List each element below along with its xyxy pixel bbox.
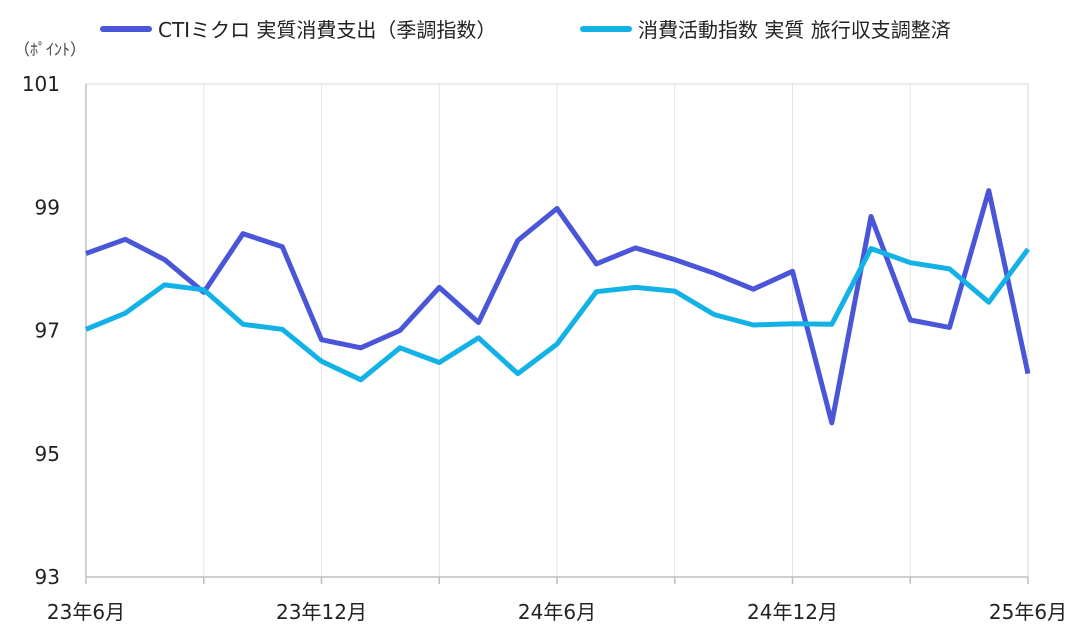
series-line-cti bbox=[85, 188, 1031, 426]
legend: CTIミクロ 実質消費支出（季調指数） 消費活動指数 実質 旅行収支調整済 bbox=[0, 14, 1090, 48]
x-tick-label: 23年6月 bbox=[47, 600, 125, 624]
y-tick-label: 95 bbox=[35, 442, 60, 466]
x-tick-label: 24年6月 bbox=[518, 600, 596, 624]
x-tick-label: 24年12月 bbox=[747, 600, 838, 624]
x-tick-label: 25年6月 bbox=[989, 600, 1067, 624]
y-tick-label: 97 bbox=[35, 319, 60, 343]
legend-label-cti: CTIミクロ 実質消費支出（季調指数） bbox=[158, 18, 497, 42]
legend-label-consumption: 消費活動指数 実質 旅行収支調整済 bbox=[638, 18, 951, 42]
x-tick-label: 23年12月 bbox=[276, 600, 367, 624]
y-axis-unit-label: （ﾎﾟｲﾝﾄ） bbox=[14, 40, 87, 59]
y-tick-label: 99 bbox=[35, 195, 60, 219]
legend-swatch-consumption bbox=[580, 25, 632, 32]
legend-swatch-cti bbox=[100, 25, 152, 32]
series-line-consumption bbox=[85, 246, 1031, 383]
legend-item-consumption: 消費活動指数 実質 旅行収支調整済 bbox=[580, 14, 951, 43]
y-tick-label: 101 bbox=[22, 72, 60, 96]
y-tick-label: 93 bbox=[35, 565, 60, 589]
legend-item-cti: CTIミクロ 実質消費支出（季調指数） bbox=[100, 14, 496, 43]
